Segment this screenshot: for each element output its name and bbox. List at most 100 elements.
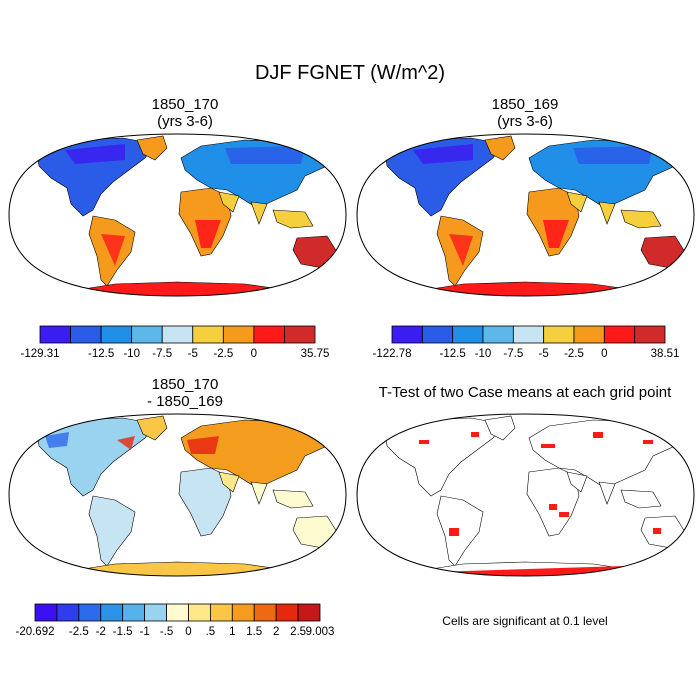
colorbar-swatch [70,325,102,344]
colorbar-tick-label: 9.003 [306,626,335,638]
colorbar-tick-label: -1 [139,626,149,638]
colorbar-swatch [231,603,255,622]
colorbar-tick-label: -122.78 [372,348,411,360]
panel-title-line1: 1850_170 [151,376,219,393]
colorbar-tick-label: -12.5 [88,348,114,360]
landmass-greenland [136,135,168,161]
colorbar-tick-label: 2.5 [290,626,306,638]
landmass-india [598,201,616,225]
landmass-antarctica [76,281,288,296]
colorbar-swatch [634,325,666,344]
colorbar-swatch [284,325,316,344]
map-border [356,413,695,577]
landmass-samerica [436,495,484,567]
colorbar-swatch [56,603,80,622]
colorbar-swatch [100,603,124,622]
landmass-india [250,481,268,505]
colorbar-swatch [275,603,299,622]
landmass-samerica [88,495,136,567]
landmass-seasia [620,489,662,509]
map-border [8,133,347,297]
landmass-namerica [384,417,504,497]
landmass-antarctica [424,281,636,296]
colorbar-tick-label: -5 [539,348,549,360]
colorbar-tick-label: -2.5 [69,626,89,638]
landmass-arabia [218,471,240,493]
colorbar-swatch [543,325,575,344]
colorbar-tick-label: -12.5 [440,348,466,360]
landmass-seasia [272,489,314,509]
colorbar-1850-170: -129.31 -12.5 -10 -7.5 -5 -2.5 0 35.75 [20,325,330,360]
landmass-arabia [566,191,588,213]
significant-cell [541,444,555,448]
colorbar-swatch [391,325,423,344]
landmass-greenland [136,415,168,441]
panel-title-line2: (yrs 3-6) [157,113,213,130]
panel-title-line2: - 1850_169 [147,393,223,410]
colorbar-swatch [78,603,102,622]
colorbar-swatch [34,603,58,622]
colorbar-swatch [573,325,605,344]
landmass-india [598,481,616,505]
significant-cell [643,440,653,444]
map-panel-difference [8,413,347,577]
figure-title: DJF FGNET (W/m^2) [254,62,446,84]
panel-title-line1: 1850_169 [491,96,559,113]
colorbar-swatch [209,603,233,622]
landmass-seasia [620,209,662,229]
colorbar-tick-label: -7.5 [503,348,523,360]
panel-title-1850-169: 1850_169 (yrs 3-6) [445,96,605,130]
colorbar-tick-label: 38.51 [651,348,680,360]
significant-cell [471,432,479,437]
landmass-greenland [484,135,516,161]
colorbar-tick-label: .5 [206,626,216,638]
colorbar-tick-label: 1 [229,626,235,638]
colorbar-tick-label: 0 [601,348,607,360]
colorbar-swatch [512,325,545,344]
significant-cell [449,528,459,536]
colorbar-swatch [421,325,454,344]
landmass-australia [292,235,338,269]
colorbar-tick-label: -129.31 [20,348,59,360]
panel-title-difference: 1850_170 - 1850_169 [105,376,265,410]
colorbar-tick-label: -2.5 [213,348,233,360]
landmass-seasia [272,209,314,229]
significant-cell [653,528,661,534]
landmass-india [250,201,268,225]
colorbar-tick-label: -2.5 [564,348,584,360]
landmass-arabia [566,471,588,493]
landmass-greenland [484,415,516,441]
colorbar-tick-label: 35.75 [301,348,330,360]
colorbar-swatch [253,603,277,622]
colorbar-swatch [253,325,285,344]
colorbar-tick-label: 0 [251,348,257,360]
landmass-namerica [384,137,504,217]
colorbar-swatch [188,603,211,622]
landmass-australia [640,235,686,269]
panel-title-line2: (yrs 3-6) [497,113,553,130]
panel-title-line1: 1850_170 [151,96,219,113]
map-border [356,133,695,297]
landmass-australia [640,515,686,549]
colorbar-swatch [166,603,189,622]
panel-title-ttest: T-Test of two Case means at each grid po… [378,384,672,401]
colorbar-swatch [297,603,321,622]
significant-cell [593,432,603,438]
map-panel-1850-170 [8,133,347,297]
colorbar-1850-169: -122.78 -12.5 -10 -7.5 -5 -2.5 0 38.51 [372,325,680,360]
colorbar-tick-label: -.5 [160,626,173,638]
panel-title-1850-170: 1850_170 (yrs 3-6) [105,96,265,130]
landmass-namerica [36,417,156,497]
significance-note: Cells are significant at 0.1 level [442,614,608,628]
colorbar-tick-label: -10 [475,348,492,360]
colorbar-difference: -20.692 -2.5 -2 -1.5 -1 -.5 0 .5 1 1.5 2 2.5 9.003 [15,603,335,638]
colorbar-tick-label: 0 [185,626,191,638]
colorbar-tick-label: -1.5 [113,626,133,638]
landmass-antarctica [76,561,288,576]
colorbar-tick-label: -7.5 [152,348,172,360]
colorbar-swatch [161,325,194,344]
colorbar-tick-label: -5 [188,348,198,360]
colorbar-swatch [192,325,224,344]
significant-cell [559,512,569,517]
colorbar-tick-label: 2 [273,626,279,638]
